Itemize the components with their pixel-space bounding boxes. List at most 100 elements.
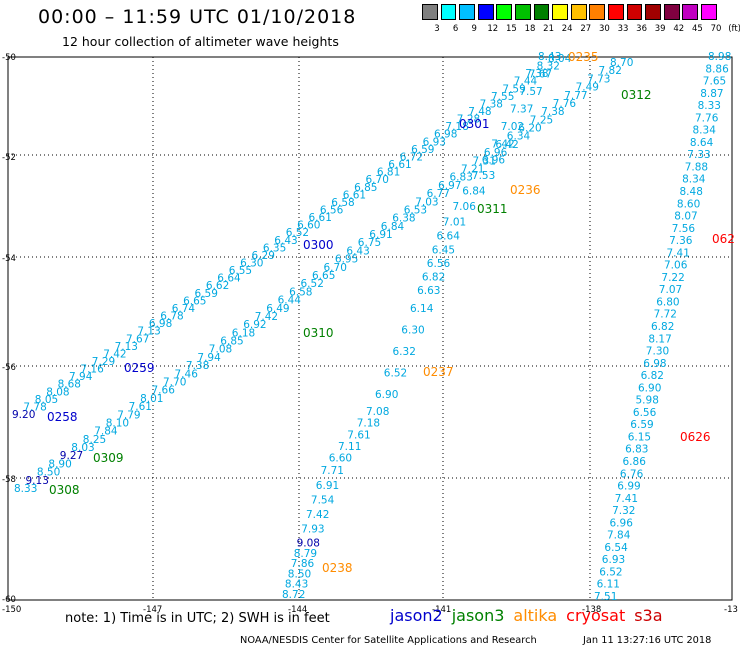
scale-label: 15 [505, 24, 517, 34]
wave-height-label: 8.34 [693, 125, 717, 137]
wave-height-label: 8.90 [48, 458, 71, 470]
scale-swatch [570, 4, 587, 20]
wave-height-label: 6.30 [240, 258, 263, 270]
scale-label: 6 [452, 24, 459, 34]
wave-height-label: 6.95 [335, 254, 358, 266]
wave-height-label: 6.61 [343, 189, 366, 201]
legend-cryosat: cryosat [566, 606, 626, 625]
satellite-tracks: 9.207.788.058.088.687.947.167.297.427.13… [12, 50, 735, 603]
scale-label: 12 [487, 24, 499, 34]
wave-height-label: 7.13 [115, 341, 138, 353]
wave-height-label: 7.44 [514, 76, 538, 88]
lon-label: -147 [143, 605, 162, 615]
wave-height-label: 6.82 [651, 321, 674, 333]
wave-height-label: 7.36 [669, 235, 693, 247]
wave-height-label: 6.82 [641, 370, 664, 382]
wave-height-label: 7.25 [530, 114, 553, 126]
wave-height-label: 6.44 [278, 295, 302, 307]
wave-height-label: 6.90 [375, 389, 398, 401]
wave-height-label: 6.85 [354, 182, 377, 194]
scale-label: 21 [543, 24, 554, 34]
wave-height-label: 7.01 [443, 217, 466, 229]
wave-height-label: 7.56 [672, 223, 696, 235]
map-subtitle: 12 hour collection of altimeter wave hei… [62, 34, 339, 49]
footer-note: note: 1) Time is in UTC; 2) SWH is in fe… [65, 611, 330, 626]
wave-height-label: 6.91 [369, 229, 392, 241]
scale-label: 27 [580, 24, 592, 34]
wave-height-label: 5.98 [636, 395, 659, 407]
wave-height-label: 6.86 [623, 456, 647, 468]
wave-height-label: 7.88 [685, 162, 708, 174]
wave-height-label: 6.98 [149, 318, 172, 330]
wave-height-label: 8.07 [674, 211, 697, 223]
wave-height-label: 6.29 [252, 250, 275, 262]
wave-height-label: 7.54 [311, 494, 335, 506]
wave-height-label: 6.15 [628, 432, 651, 444]
time-marker: 0237 [423, 365, 454, 379]
wave-height-label: 7.84 [607, 530, 631, 542]
wave-height-label: 7.78 [23, 401, 46, 413]
wave-height-label: 8.04 [548, 53, 572, 65]
wave-height-label: 7.18 [445, 121, 468, 133]
wave-height-label: 6.55 [229, 265, 252, 277]
wave-height-label: 7.07 [659, 284, 682, 296]
lon-label: -13 [724, 605, 738, 615]
wave-height-label: 6.52 [384, 367, 407, 379]
wave-height-label: 6.81 [377, 167, 400, 179]
wave-height-label: 6.99 [617, 481, 640, 493]
wave-height-label: 7.21 [461, 164, 484, 176]
wave-height-label: 7.42 [103, 348, 126, 360]
wave-height-label: 8.70 [610, 57, 633, 69]
scale-label: 33 [617, 24, 629, 34]
wave-height-label: 7.38 [186, 360, 209, 372]
axis-labels: -50 -52 -54 -56 -58 -60-150 -147 -144 -141 -138 -1… [2, 53, 738, 615]
time-marker: 0238 [322, 561, 353, 575]
time-marker: 0309 [93, 451, 124, 465]
wave-height-label: 6.35 [263, 242, 286, 254]
wave-height-label: 7.28 [457, 114, 480, 126]
wave-height-label: 9.08 [297, 538, 320, 550]
wave-height-label: 6.56 [427, 258, 451, 270]
map-title: 00:00 – 11:59 UTC 01/10/2018 [38, 6, 357, 28]
wave-height-label: 6.93 [602, 554, 625, 566]
time-marker: 0626 [680, 430, 711, 444]
wave-height-label: 7.32 [612, 505, 635, 517]
wave-height-label: 6.91 [316, 480, 339, 492]
scale-label: 39 [654, 24, 666, 34]
wave-height-label: 6.58 [289, 286, 312, 298]
time-marker: 0259 [124, 361, 155, 375]
scale-swatch [477, 4, 494, 20]
scale-swatch [608, 4, 624, 20]
wave-height-label: 7.06 [664, 260, 688, 272]
wave-height-label: 7.41 [667, 247, 690, 259]
scale-swatch [459, 4, 475, 20]
wave-height-label: 7.30 [646, 346, 669, 358]
wave-height-label: 6.61 [309, 212, 332, 224]
wave-height-label: 7.79 [117, 409, 140, 421]
wave-height-label: 8.50 [288, 568, 311, 580]
scale-swatch [701, 4, 717, 20]
scale-label: 18 [524, 24, 536, 34]
lat-label: -50 [2, 53, 16, 63]
wave-height-label: 6.84 [462, 185, 486, 197]
wave-height-label: 6.72 [400, 152, 423, 164]
time-marker: 0308 [49, 483, 80, 497]
wave-height-label: 7.18 [357, 418, 380, 430]
legend-jason3: jason3 [451, 606, 505, 625]
wave-height-label: 6.80 [656, 297, 679, 309]
wave-height-label: 8.79 [294, 548, 317, 560]
wave-height-label: 8.10 [106, 418, 129, 430]
wave-height-label: 8.98 [708, 51, 731, 63]
scale-label: 24 [561, 24, 573, 34]
wave-height-label: 8.43 [285, 579, 308, 591]
wave-height-label: 8.05 [35, 394, 58, 406]
wave-height-label: 7.42 [255, 311, 278, 323]
map-grid [8, 57, 732, 600]
map-frame [7, 56, 733, 601]
scale-swatch [533, 4, 550, 20]
scale-swatch [552, 4, 568, 20]
lon-label: -150 [2, 605, 21, 615]
wave-height-label: 6.45 [432, 244, 455, 256]
wave-height-label: 8.86 [705, 63, 729, 75]
wave-height-label: 7.11 [338, 441, 361, 453]
